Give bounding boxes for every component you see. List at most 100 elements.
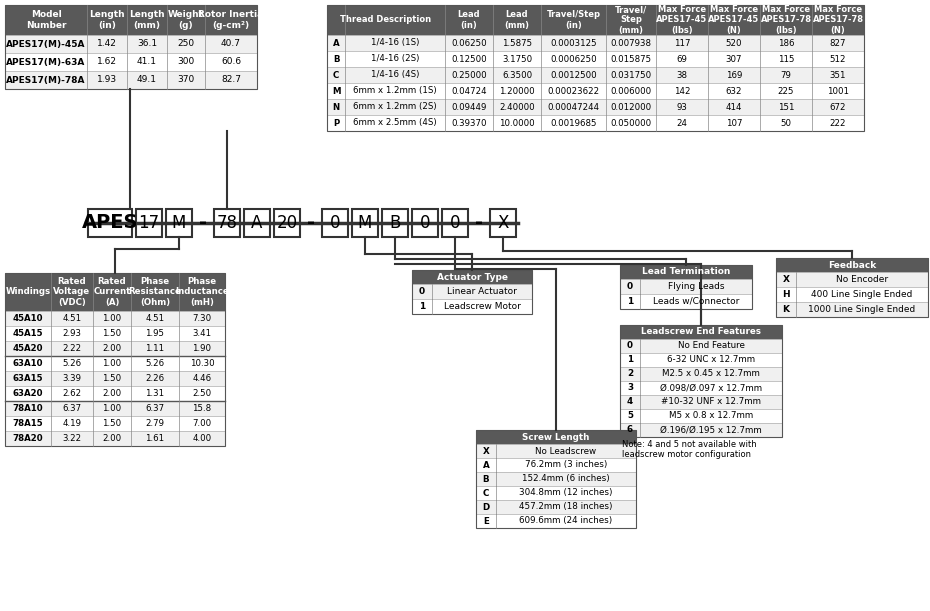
Text: -: - bbox=[475, 213, 483, 233]
Text: 1.11: 1.11 bbox=[145, 344, 165, 353]
Text: X: X bbox=[498, 214, 509, 232]
Text: Lead
(in): Lead (in) bbox=[458, 10, 480, 30]
Text: 1.62: 1.62 bbox=[97, 57, 117, 67]
Text: 4.51: 4.51 bbox=[62, 314, 82, 323]
Text: 0.0006250: 0.0006250 bbox=[551, 54, 597, 64]
Text: 7.00: 7.00 bbox=[193, 419, 211, 428]
Text: B: B bbox=[333, 54, 339, 64]
Text: 0.00023622: 0.00023622 bbox=[548, 87, 600, 95]
Text: 6.3500: 6.3500 bbox=[502, 70, 532, 79]
Text: 15.8: 15.8 bbox=[193, 404, 211, 413]
Text: 1.31: 1.31 bbox=[145, 389, 165, 398]
Text: 1.42: 1.42 bbox=[97, 40, 117, 48]
Text: 2.00: 2.00 bbox=[102, 434, 122, 443]
Text: Thread Description: Thread Description bbox=[340, 15, 432, 24]
FancyBboxPatch shape bbox=[5, 35, 257, 53]
Text: 50: 50 bbox=[780, 119, 791, 128]
Text: 6.37: 6.37 bbox=[145, 404, 165, 413]
FancyBboxPatch shape bbox=[327, 51, 864, 67]
Text: 78A20: 78A20 bbox=[13, 434, 44, 443]
FancyBboxPatch shape bbox=[214, 209, 240, 237]
FancyBboxPatch shape bbox=[136, 209, 162, 237]
Text: 6.37: 6.37 bbox=[62, 404, 82, 413]
FancyBboxPatch shape bbox=[5, 5, 257, 35]
Text: 10.30: 10.30 bbox=[190, 359, 214, 368]
Text: A: A bbox=[251, 214, 262, 232]
Text: 78A15: 78A15 bbox=[13, 419, 44, 428]
Text: 0.015875: 0.015875 bbox=[610, 54, 652, 64]
Text: 93: 93 bbox=[676, 103, 687, 111]
Text: 24: 24 bbox=[676, 119, 687, 128]
Text: 1.50: 1.50 bbox=[102, 329, 122, 338]
Text: APES17(M)-45A: APES17(M)-45A bbox=[7, 40, 86, 48]
Text: Leadscrew End Features: Leadscrew End Features bbox=[641, 327, 761, 337]
FancyBboxPatch shape bbox=[327, 67, 864, 83]
Text: 63A10: 63A10 bbox=[13, 359, 44, 368]
Text: Rated
Current
(A): Rated Current (A) bbox=[93, 277, 131, 307]
Text: 17: 17 bbox=[139, 214, 160, 232]
Text: B: B bbox=[483, 475, 489, 483]
FancyBboxPatch shape bbox=[620, 325, 782, 339]
FancyBboxPatch shape bbox=[5, 311, 225, 326]
Text: Phase
Inductance
(mH): Phase Inductance (mH) bbox=[175, 277, 229, 307]
Text: 400 Line Single Ended: 400 Line Single Ended bbox=[811, 290, 912, 299]
FancyBboxPatch shape bbox=[412, 299, 532, 314]
Text: 520: 520 bbox=[725, 38, 742, 48]
FancyBboxPatch shape bbox=[776, 272, 928, 287]
Text: A: A bbox=[483, 461, 489, 469]
FancyBboxPatch shape bbox=[322, 209, 348, 237]
Text: 1.00: 1.00 bbox=[102, 359, 122, 368]
Text: APES17(M)-78A: APES17(M)-78A bbox=[7, 76, 86, 84]
FancyBboxPatch shape bbox=[490, 209, 516, 237]
Text: 609.6mm (24 inches): 609.6mm (24 inches) bbox=[519, 516, 613, 525]
Text: 222: 222 bbox=[830, 119, 846, 128]
Text: 1.5875: 1.5875 bbox=[502, 38, 532, 48]
Text: X: X bbox=[782, 275, 790, 284]
FancyBboxPatch shape bbox=[5, 356, 225, 371]
Text: 0.0003125: 0.0003125 bbox=[551, 38, 597, 48]
Text: Linear Actuator: Linear Actuator bbox=[447, 287, 517, 296]
Text: 1.93: 1.93 bbox=[97, 76, 117, 84]
Text: 0.39370: 0.39370 bbox=[451, 119, 486, 128]
FancyBboxPatch shape bbox=[244, 209, 270, 237]
Text: 0: 0 bbox=[330, 214, 340, 232]
Text: 1000 Line Single Ended: 1000 Line Single Ended bbox=[808, 305, 916, 314]
Text: Max Force
APES17-78
(N): Max Force APES17-78 (N) bbox=[813, 5, 863, 35]
Text: 2: 2 bbox=[627, 370, 633, 378]
Text: 142: 142 bbox=[673, 87, 690, 95]
Text: K: K bbox=[782, 305, 790, 314]
Text: 6-32 UNC x 12.7mm: 6-32 UNC x 12.7mm bbox=[667, 356, 755, 365]
Text: B: B bbox=[390, 214, 401, 232]
Text: -: - bbox=[307, 213, 315, 233]
Text: Rotor Inertia
(g-cm²): Rotor Inertia (g-cm²) bbox=[198, 10, 263, 30]
FancyBboxPatch shape bbox=[620, 367, 782, 381]
Text: Lead
(mm): Lead (mm) bbox=[504, 10, 529, 30]
FancyBboxPatch shape bbox=[5, 326, 225, 341]
Text: 2.62: 2.62 bbox=[62, 389, 82, 398]
Text: 457.2mm (18 inches): 457.2mm (18 inches) bbox=[519, 502, 613, 511]
Text: 3.1750: 3.1750 bbox=[502, 54, 532, 64]
Text: 1.00: 1.00 bbox=[102, 404, 122, 413]
FancyBboxPatch shape bbox=[327, 5, 864, 35]
Text: 300: 300 bbox=[178, 57, 194, 67]
FancyBboxPatch shape bbox=[442, 209, 468, 237]
Text: 4.46: 4.46 bbox=[193, 374, 211, 383]
Text: 1: 1 bbox=[627, 297, 633, 306]
Text: 632: 632 bbox=[725, 87, 742, 95]
Text: Phase
Resistance
(Ohm): Phase Resistance (Ohm) bbox=[128, 277, 181, 307]
Text: #10-32 UNF x 12.7mm: #10-32 UNF x 12.7mm bbox=[661, 398, 761, 406]
FancyBboxPatch shape bbox=[274, 209, 300, 237]
Text: 3.39: 3.39 bbox=[62, 374, 82, 383]
FancyBboxPatch shape bbox=[88, 209, 132, 237]
Text: Rated
Voltage
(VDC): Rated Voltage (VDC) bbox=[53, 277, 90, 307]
Text: 1.50: 1.50 bbox=[102, 419, 122, 428]
FancyBboxPatch shape bbox=[476, 472, 636, 486]
Text: 2.22: 2.22 bbox=[62, 344, 82, 353]
FancyBboxPatch shape bbox=[476, 444, 636, 458]
Text: 1.95: 1.95 bbox=[145, 329, 165, 338]
Text: 1/4-16 (1S): 1/4-16 (1S) bbox=[371, 38, 419, 48]
Text: 370: 370 bbox=[178, 76, 194, 84]
Text: 2.40000: 2.40000 bbox=[499, 103, 535, 111]
Text: 10.0000: 10.0000 bbox=[499, 119, 535, 128]
Text: 1.00: 1.00 bbox=[102, 314, 122, 323]
